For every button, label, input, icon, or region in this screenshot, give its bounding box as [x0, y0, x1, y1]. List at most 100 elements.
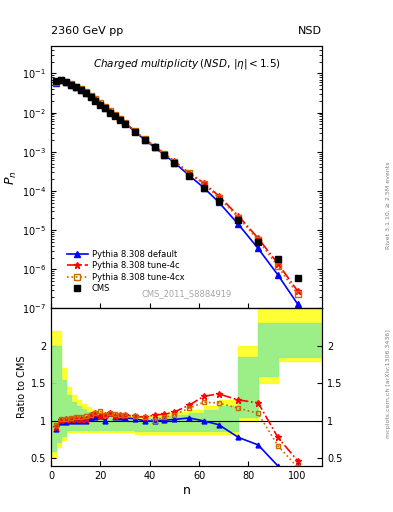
- Text: Charged multiplicity$\,(NSD,\,|\eta| < 1.5)$: Charged multiplicity$\,(NSD,\,|\eta| < 1…: [93, 57, 281, 71]
- Pythia 8.308 default: [123, 120, 127, 126]
- Pythia 8.308 tune-4c: [59, 77, 63, 83]
- Pythia 8.308 tune-4c: [152, 143, 157, 149]
- CMS: [98, 101, 103, 108]
- Pythia 8.308 default: [88, 93, 93, 99]
- Pythia 8.308 tune-4c: [78, 87, 83, 93]
- Pythia 8.308 default: [73, 84, 78, 91]
- Pythia 8.308 tune-4cx: [108, 108, 113, 114]
- Pythia 8.308 default: [162, 152, 167, 158]
- Pythia 8.308 tune-4cx: [217, 195, 221, 201]
- Pythia 8.308 default: [202, 185, 206, 191]
- CMS: [59, 77, 63, 83]
- Pythia 8.308 default: [295, 301, 300, 307]
- Pythia 8.308 tune-4c: [275, 261, 280, 267]
- Pythia 8.308 tune-4cx: [64, 78, 68, 84]
- Pythia 8.308 default: [172, 160, 177, 166]
- Line: Pythia 8.308 default: Pythia 8.308 default: [53, 77, 300, 307]
- Pythia 8.308 tune-4c: [123, 120, 127, 126]
- CMS: [64, 79, 68, 85]
- Pythia 8.308 tune-4cx: [275, 263, 280, 269]
- CMS: [142, 137, 147, 143]
- Pythia 8.308 tune-4cx: [162, 151, 167, 157]
- Pythia 8.308 tune-4c: [64, 79, 68, 85]
- Pythia 8.308 default: [64, 79, 68, 86]
- Pythia 8.308 tune-4cx: [152, 144, 157, 151]
- CMS: [275, 256, 280, 262]
- Line: CMS: CMS: [53, 77, 301, 282]
- Pythia 8.308 tune-4c: [113, 112, 118, 118]
- Pythia 8.308 tune-4c: [172, 158, 177, 164]
- Pythia 8.308 tune-4cx: [59, 76, 63, 82]
- CMS: [118, 117, 123, 123]
- Pythia 8.308 tune-4c: [162, 151, 167, 157]
- Pythia 8.308 default: [187, 173, 191, 179]
- Pythia 8.308 default: [118, 116, 123, 122]
- Text: Rivet 3.1.10, ≥ 2.5M events: Rivet 3.1.10, ≥ 2.5M events: [386, 161, 391, 248]
- Pythia 8.308 default: [93, 97, 98, 103]
- CMS: [202, 185, 206, 191]
- Pythia 8.308 tune-4c: [187, 170, 191, 176]
- X-axis label: n: n: [183, 483, 191, 497]
- CMS: [295, 275, 300, 281]
- CMS: [68, 81, 73, 88]
- CMS: [187, 173, 191, 179]
- CMS: [172, 160, 177, 166]
- CMS: [88, 94, 93, 100]
- Pythia 8.308 tune-4c: [118, 116, 123, 122]
- Pythia 8.308 tune-4cx: [103, 104, 108, 110]
- CMS: [123, 121, 127, 127]
- CMS: [152, 144, 157, 151]
- Pythia 8.308 tune-4c: [217, 193, 221, 199]
- Pythia 8.308 default: [108, 108, 113, 114]
- Pythia 8.308 tune-4c: [256, 235, 261, 241]
- CMS: [93, 98, 98, 104]
- Legend: Pythia 8.308 default, Pythia 8.308 tune-4c, Pythia 8.308 tune-4cx, CMS: Pythia 8.308 default, Pythia 8.308 tune-…: [63, 246, 188, 296]
- Pythia 8.308 tune-4cx: [118, 116, 123, 122]
- Y-axis label: $P_n$: $P_n$: [4, 170, 19, 184]
- Text: 2360 GeV pp: 2360 GeV pp: [51, 26, 123, 36]
- CMS: [78, 88, 83, 94]
- Pythia 8.308 tune-4cx: [295, 291, 300, 297]
- Pythia 8.308 tune-4cx: [54, 79, 59, 85]
- Pythia 8.308 tune-4cx: [236, 215, 241, 221]
- Y-axis label: Ratio to CMS: Ratio to CMS: [17, 356, 27, 418]
- Pythia 8.308 tune-4c: [108, 108, 113, 114]
- Pythia 8.308 tune-4cx: [68, 81, 73, 87]
- CMS: [236, 217, 241, 223]
- Pythia 8.308 default: [68, 81, 73, 88]
- Pythia 8.308 tune-4cx: [256, 237, 261, 243]
- Pythia 8.308 default: [54, 80, 59, 86]
- Line: Pythia 8.308 tune-4c: Pythia 8.308 tune-4c: [53, 76, 301, 294]
- CMS: [217, 198, 221, 204]
- CMS: [113, 113, 118, 119]
- Pythia 8.308 tune-4cx: [83, 89, 88, 95]
- CMS: [132, 129, 137, 135]
- Pythia 8.308 tune-4cx: [93, 96, 98, 102]
- Pythia 8.308 tune-4c: [142, 136, 147, 142]
- Pythia 8.308 tune-4c: [295, 288, 300, 294]
- Pythia 8.308 tune-4cx: [113, 112, 118, 118]
- Pythia 8.308 tune-4c: [132, 128, 137, 134]
- CMS: [83, 90, 88, 96]
- Pythia 8.308 tune-4c: [83, 90, 88, 96]
- Line: Pythia 8.308 tune-4cx: Pythia 8.308 tune-4cx: [53, 77, 300, 297]
- Pythia 8.308 default: [275, 272, 280, 278]
- Pythia 8.308 tune-4cx: [172, 159, 177, 165]
- Pythia 8.308 tune-4c: [93, 96, 98, 102]
- Pythia 8.308 default: [59, 77, 63, 83]
- Pythia 8.308 default: [103, 105, 108, 111]
- Pythia 8.308 default: [217, 199, 221, 205]
- CMS: [54, 78, 59, 84]
- Pythia 8.308 default: [98, 100, 103, 106]
- Pythia 8.308 tune-4c: [73, 84, 78, 90]
- Text: mcplots.cern.ch [arXiv:1306.3436]: mcplots.cern.ch [arXiv:1306.3436]: [386, 330, 391, 438]
- CMS: [256, 239, 261, 245]
- Pythia 8.308 tune-4cx: [73, 83, 78, 90]
- CMS: [162, 152, 167, 158]
- Pythia 8.308 tune-4cx: [98, 99, 103, 105]
- Pythia 8.308 tune-4c: [236, 213, 241, 219]
- Pythia 8.308 tune-4cx: [123, 120, 127, 126]
- Pythia 8.308 tune-4c: [68, 81, 73, 88]
- Pythia 8.308 tune-4cx: [187, 170, 191, 177]
- Pythia 8.308 default: [236, 221, 241, 227]
